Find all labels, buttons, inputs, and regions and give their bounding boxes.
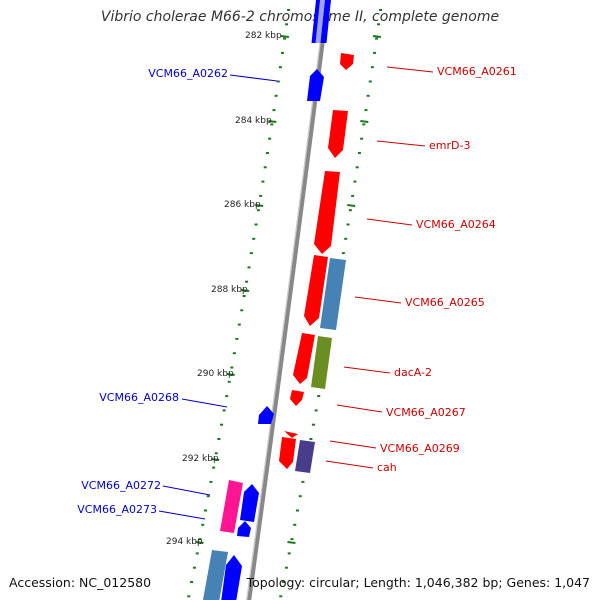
gene-vcm66-a0261[interactable]	[340, 53, 354, 70]
leader-vcm66-a0268	[181, 398, 228, 408]
gene-cah[interactable]	[295, 440, 315, 473]
gene-vcm66-a0273[interactable]	[237, 521, 251, 537]
label-vcm66-a0262[interactable]: VCM66_A0262	[148, 67, 228, 80]
leader-cah	[325, 460, 374, 469]
major-tick	[195, 541, 204, 544]
major-tick	[287, 541, 296, 544]
genes	[203, 0, 354, 600]
gene-vcm66-a0268[interactable]	[258, 406, 274, 424]
gene-daca-2[interactable]	[311, 336, 332, 389]
leader-vcm66-a0261	[386, 66, 434, 73]
position-label: 292 kbp	[182, 454, 219, 464]
gene-cah-red[interactable]	[279, 437, 296, 469]
position-label: 282 kbp	[245, 31, 282, 41]
major-tick	[372, 35, 382, 38]
leader-vcm66-a0262	[229, 74, 278, 82]
gene-vcm66-a0262[interactable]	[307, 69, 324, 101]
label-vcm66-a0268[interactable]: VCM66_A0268	[99, 391, 179, 404]
gene-vcm66-a0269[interactable]	[284, 431, 298, 438]
label-vcm66-a0264[interactable]: VCM66_A0264	[416, 218, 496, 231]
label-vcm66-a0272[interactable]: VCM66_A0272	[81, 479, 161, 492]
position-label: 288 kbp	[211, 285, 248, 295]
gene-vcm66-a0264[interactable]	[314, 171, 340, 254]
chromosome-backbone	[246, 0, 331, 600]
major-tick	[360, 120, 369, 123]
leader-vcm66-a0272	[162, 485, 211, 496]
label-emrd-3[interactable]: emrD-3	[429, 139, 470, 152]
label-vcm66-a0265[interactable]: VCM66_A0265	[405, 296, 485, 309]
leader-vcm66-a0269	[329, 440, 377, 449]
label-vcm66-a0269[interactable]: VCM66_A0269	[380, 442, 460, 455]
leader-vcm66-a0265	[354, 296, 402, 304]
gene-reverse-top-highlight	[315, 0, 325, 43]
leader-vcm66-a0267	[336, 404, 383, 413]
label-vcm66-a0273[interactable]: VCM66_A0273	[77, 503, 157, 516]
major-tick	[280, 35, 290, 38]
label-cah[interactable]: cah	[377, 461, 397, 474]
gene-blue-a0272[interactable]	[240, 484, 259, 522]
major-tick	[347, 204, 356, 207]
major-tick	[211, 458, 220, 461]
label-vcm66-a0261[interactable]: VCM66_A0261	[437, 65, 517, 78]
position-label: 294 kbp	[166, 537, 203, 547]
major-tick	[241, 289, 250, 292]
gene-vcm66-a0272[interactable]	[220, 480, 243, 533]
position-label: 290 kbp	[197, 369, 234, 379]
position-labels: 282 kbp 284 kbp 286 kbp 288 kbp 290 kbp …	[166, 31, 282, 547]
position-label: 284 kbp	[235, 116, 272, 126]
gene-daca-2-red[interactable]	[293, 333, 315, 384]
major-tick	[255, 204, 264, 207]
scale-ticks	[187, 9, 383, 598]
position-label: 286 kbp	[224, 200, 261, 210]
leader-daca-2	[343, 366, 391, 374]
gene-emrd-3[interactable]	[328, 110, 348, 158]
major-tick	[226, 373, 235, 376]
gene-vcm66-a0265[interactable]	[304, 255, 328, 326]
leader-vcm66-a0264	[366, 218, 413, 226]
gene-steelblue-1[interactable]	[320, 258, 346, 330]
gene-steelblue-bottom[interactable]	[203, 550, 228, 600]
leader-vcm66-a0273	[158, 510, 206, 520]
label-vcm66-a0267[interactable]: VCM66_A0267	[386, 406, 466, 419]
label-daca-2[interactable]: dacA-2	[394, 366, 432, 379]
accession-text: Accession: NC_012580	[9, 575, 152, 590]
map-title: Vibrio cholerae M66-2 chromosome II, com…	[100, 9, 500, 25]
topology-text: Topology: circular; Length: 1,046,382 bp…	[246, 575, 590, 590]
gene-blue-bottom[interactable]	[221, 555, 242, 600]
label-leaders	[158, 66, 434, 520]
major-tick	[268, 120, 277, 123]
gene-labels: VCM66_A0262 VCM66_A0268 VCM66_A0272 VCM6…	[77, 65, 516, 516]
gene-vcm66-a0267[interactable]	[290, 390, 304, 406]
leader-emrd-3	[376, 140, 426, 147]
